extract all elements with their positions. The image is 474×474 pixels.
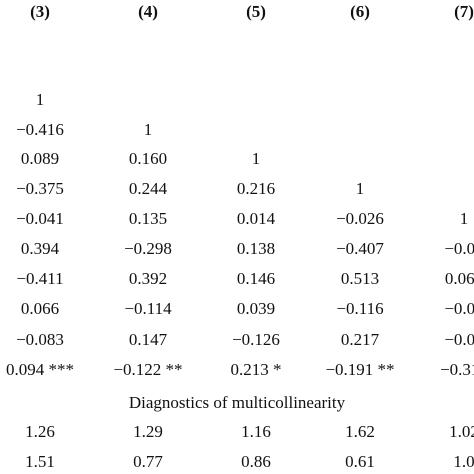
column-header: (6)	[350, 2, 370, 21]
table-cell: 0.216	[236, 179, 276, 198]
table-cell: 0.066	[20, 299, 60, 318]
table-cell: −0.298	[124, 239, 172, 258]
table-cell: −0.126	[232, 330, 280, 349]
table-cell: 0.244	[128, 179, 168, 198]
diagnostic-cell: 1.02	[449, 422, 474, 441]
diagnostic-cell: 1.26	[25, 422, 55, 441]
table-cell: 0.146	[236, 269, 276, 288]
table-cell: −0.407	[336, 239, 384, 258]
diagnostic-cell: 1.29	[133, 422, 163, 441]
table-cell: 1	[355, 179, 365, 198]
table-cell: −0.03	[444, 299, 474, 318]
table-cell: 0.217	[340, 330, 380, 349]
diagnostic-cell: 1.0	[453, 452, 474, 471]
table-cell: −0.06	[444, 239, 474, 258]
table-cell: −0.116	[336, 299, 384, 318]
table-cell: 0.014	[236, 209, 276, 228]
table-cell: 0.213 *	[230, 360, 282, 379]
table-cell: 1	[35, 90, 45, 109]
table-cell: 0.065	[444, 269, 474, 288]
table-cell: −0.083	[16, 330, 64, 349]
table-cell: −0.122 **	[113, 360, 183, 379]
table-cell: −0.09	[444, 330, 474, 349]
table-cell: 0.135	[128, 209, 168, 228]
table-cell: 0.039	[236, 299, 276, 318]
diagnostic-cell: 1.62	[345, 422, 375, 441]
diagnostic-cell: 0.86	[241, 452, 271, 471]
table-cell: −0.375	[16, 179, 64, 198]
table-cell: 0.147	[128, 330, 168, 349]
table-cell: 1	[143, 120, 153, 139]
diagnostic-cell: 1.16	[241, 422, 271, 441]
diagnostic-cell: 1.51	[25, 452, 55, 471]
table-cell: −0.041	[16, 209, 64, 228]
table-cell: −0.114	[124, 299, 172, 318]
table-cell: −0.416	[16, 120, 64, 139]
table-cell: 0.392	[128, 269, 168, 288]
table-cell: 0.160	[128, 149, 168, 168]
column-header: (7)	[454, 2, 474, 21]
column-header: (4)	[138, 2, 158, 21]
column-header: (3)	[30, 2, 50, 21]
diagnostic-cell: 0.61	[345, 452, 375, 471]
table-cell: 1	[251, 149, 261, 168]
table-cell: 0.394	[20, 239, 60, 258]
diagnostic-cell: 0.77	[133, 452, 163, 471]
table-cell: −0.026	[336, 209, 384, 228]
table-cell: 0.138	[236, 239, 276, 258]
table-cell: 0.094 ***	[6, 360, 74, 379]
table-cell: −0.411	[16, 269, 64, 288]
column-header: (5)	[246, 2, 266, 21]
table-cell: −0.313	[440, 360, 474, 379]
table-cell: 0.513	[340, 269, 380, 288]
table-cell: −0.191 **	[325, 360, 395, 379]
section-title: Diagnostics of multicollinearity	[128, 393, 346, 412]
table-cell: 1	[459, 209, 469, 228]
table-cell: 0.089	[20, 149, 60, 168]
